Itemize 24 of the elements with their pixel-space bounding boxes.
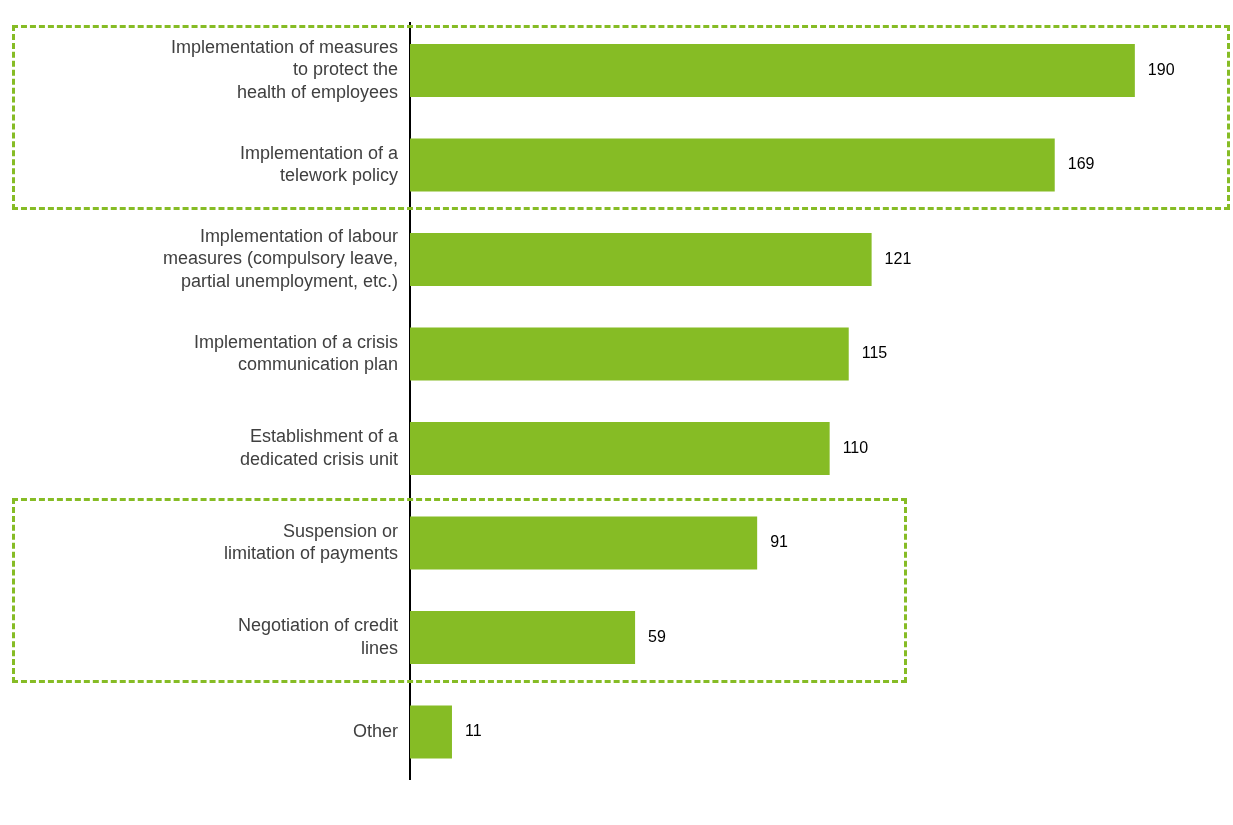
y-tick-label: Other [352,720,398,741]
y-tick-label: Establishment of a dedicated crisis unit [239,426,399,469]
bar [410,611,636,664]
data-label: 59 [648,627,666,645]
data-label: 121 [884,249,912,267]
data-label: 91 [770,533,789,551]
bar [410,705,452,759]
data-label: 115 [861,344,888,362]
y-tick-label: Suspension or limitation of payments [223,520,398,564]
bar [410,233,872,286]
bar [410,44,1135,97]
y-tick-label: Implementation of measures to protect the health of employees [170,36,398,102]
bar [410,327,849,381]
y-tick-label: Implementation of a crisis communication plan [193,331,398,375]
y-tick-label: Implementation of a telework policy [239,142,399,186]
y-tick-label: Negotiation of credit lines [237,615,398,658]
bar [410,516,758,570]
data-label: 11 [464,722,482,740]
data-label: 190 [1147,60,1175,78]
bar [410,138,1055,192]
data-label: 169 [1067,155,1095,173]
data-label: 110 [842,438,869,456]
bar [410,422,830,475]
y-tick-label: Implementation of labour measures (compulsory leave, partial unemployment, etc.) [162,225,398,291]
